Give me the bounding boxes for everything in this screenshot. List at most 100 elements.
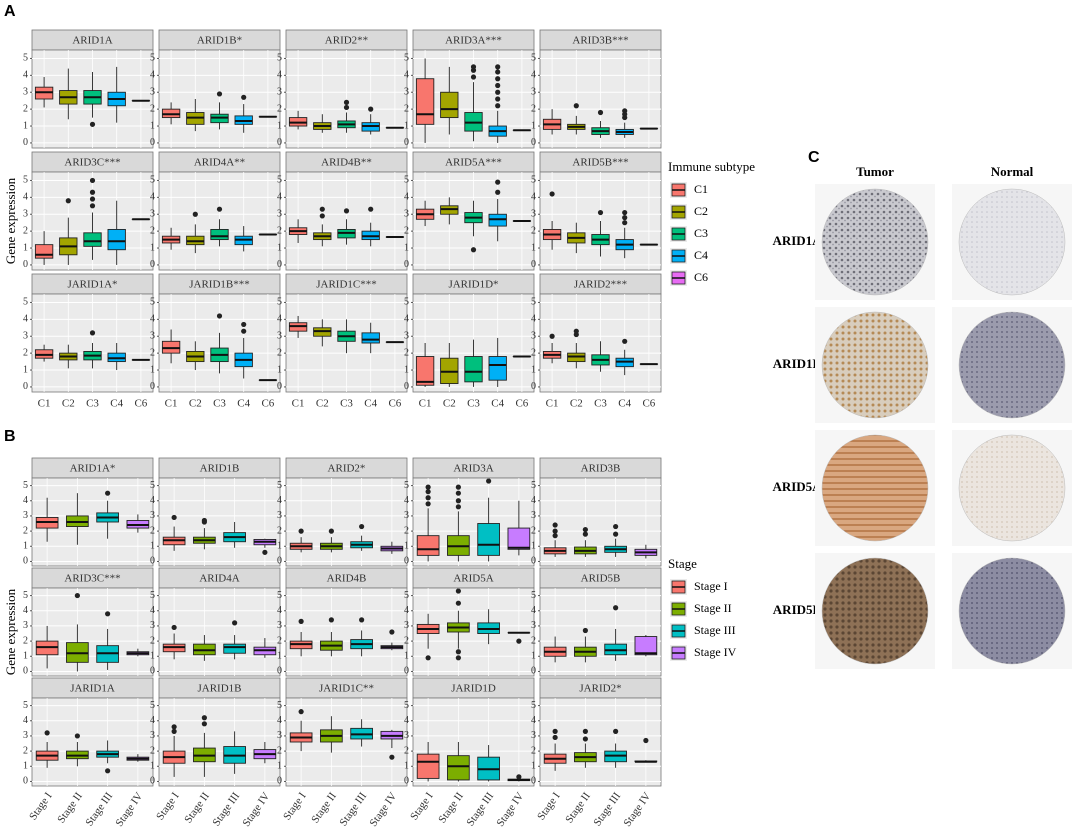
box — [507, 527, 531, 550]
x-tick-label: Stage I — [281, 790, 309, 822]
y-tick-label: 4 — [23, 605, 28, 616]
y-tick-label: 1 — [23, 541, 28, 552]
y-tick-label: 4 — [150, 70, 155, 81]
y-tick-label: 3 — [404, 620, 409, 631]
outlier — [216, 206, 223, 212]
y-tick-label: 4 — [531, 192, 536, 203]
panel-title: ARID4B** — [321, 157, 372, 169]
y-tick-label: 4 — [404, 495, 409, 506]
panel-title: ARID1A* — [70, 463, 116, 475]
y-tick-label: 2 — [404, 745, 409, 756]
y-axis-label: Gene expression — [3, 177, 18, 264]
outlier — [105, 768, 111, 774]
y-tick-label: 1 — [404, 651, 409, 662]
y-tick-label: 1 — [277, 120, 282, 131]
outlier — [319, 206, 325, 212]
panel-title: JARID1B*** — [189, 279, 250, 291]
x-tick-label: Stage I — [408, 790, 436, 822]
panel-title: ARID5A*** — [445, 157, 502, 169]
x-tick-label: C6 — [388, 398, 401, 410]
y-tick-label: 0 — [277, 137, 282, 148]
outlier — [495, 103, 501, 109]
y-tick-label: 2 — [404, 635, 409, 646]
x-tick-label: Stage III — [591, 790, 623, 828]
x-tick-label: Stage II — [436, 790, 466, 825]
y-tick-label: 3 — [404, 331, 409, 342]
outlier — [613, 728, 619, 734]
box — [34, 244, 54, 259]
y-tick-label: 3 — [23, 510, 28, 521]
panel-title: ARID1B* — [197, 35, 242, 47]
outlier — [192, 211, 198, 217]
y-tick-label: 0 — [277, 381, 282, 392]
x-tick-label: Stage III — [210, 790, 242, 828]
y-tick-label: 1 — [531, 761, 536, 772]
outlier — [613, 523, 619, 530]
panel-title: ARID4A — [199, 573, 239, 585]
x-tick-label: C4 — [618, 398, 631, 410]
y-tick-label: 2 — [277, 525, 282, 536]
y-tick-label: 0 — [150, 556, 155, 567]
outlier — [455, 484, 461, 490]
y-tick-label: 0 — [531, 556, 536, 567]
y-tick-label: 1 — [404, 364, 409, 375]
panel-title: ARID4B — [327, 573, 367, 585]
y-tick-label: 0 — [23, 381, 28, 392]
y-tick-label: 5 — [404, 53, 409, 64]
outlier — [298, 528, 304, 534]
y-tick-label: 2 — [404, 103, 409, 114]
box — [440, 91, 459, 119]
y-tick-label: 2 — [404, 525, 409, 536]
row-label: ARID5B — [773, 602, 822, 617]
outlier — [89, 121, 96, 127]
row-label: ARID1A — [772, 233, 822, 248]
y-tick-label: 2 — [531, 225, 536, 236]
outlier — [470, 64, 477, 70]
y-tick-label: 2 — [277, 635, 282, 646]
outlier — [516, 774, 522, 780]
y-tick-label: 5 — [531, 700, 536, 711]
y-tick-label: 5 — [531, 175, 536, 186]
box — [477, 523, 500, 556]
box — [416, 753, 440, 779]
y-tick-label: 3 — [531, 331, 536, 342]
outlier — [455, 504, 461, 510]
tissue-core — [958, 311, 1066, 419]
y-tick-label: 1 — [531, 541, 536, 552]
outlier — [171, 724, 177, 730]
panel-title: ARID1A — [72, 35, 112, 47]
y-tick-label: 3 — [23, 87, 28, 98]
panel-title: ARID3B — [581, 463, 621, 475]
outlier — [216, 91, 223, 97]
outlier — [516, 638, 522, 644]
y-tick-label: 1 — [404, 242, 409, 253]
box — [447, 755, 470, 781]
panel-title: ARID3A — [453, 463, 493, 475]
y-tick-label: 2 — [150, 103, 155, 114]
outlier — [201, 517, 207, 524]
panel-title: JARID1B — [197, 683, 241, 695]
y-tick-label: 2 — [150, 225, 155, 236]
outlier — [455, 588, 461, 594]
y-tick-label: 5 — [277, 700, 282, 711]
outlier — [425, 501, 431, 507]
plot-background — [158, 697, 281, 787]
outlier — [105, 490, 111, 496]
y-tick-label: 4 — [277, 70, 282, 81]
y-tick-label: 3 — [277, 730, 282, 741]
y-tick-label: 0 — [531, 259, 536, 270]
legend-label: Stage I — [694, 579, 728, 593]
y-tick-label: 5 — [150, 480, 155, 491]
box — [83, 232, 102, 247]
outlier — [343, 104, 350, 111]
y-tick-label: 2 — [23, 225, 28, 236]
legend-label: C4 — [694, 248, 708, 262]
outlier — [89, 189, 96, 195]
y-tick-label: 5 — [404, 297, 409, 308]
y-tick-label: 5 — [531, 297, 536, 308]
x-tick-label: C4 — [110, 398, 123, 410]
panel-title: ARID3B*** — [572, 35, 628, 47]
y-tick-label: 1 — [150, 761, 155, 772]
outlier — [552, 533, 558, 539]
